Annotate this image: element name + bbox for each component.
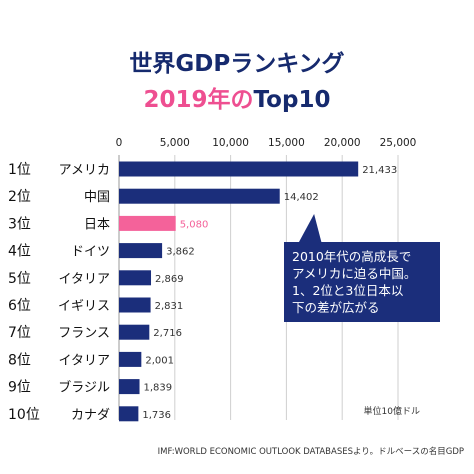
callout-line: 2010年代の高成長で — [292, 249, 412, 264]
bar — [119, 161, 359, 177]
x-tick-label: 0 — [116, 137, 123, 149]
subtitle-top10: Top10 — [253, 87, 331, 113]
category-label: アメリカ — [59, 163, 110, 178]
unit-note: 単位10億ドル — [363, 407, 420, 417]
chart-subtitle: 2019年のTop10 — [0, 80, 474, 114]
subtitle-year: 2019年の — [143, 87, 254, 113]
bar — [119, 188, 280, 204]
rank-label: 9位 — [8, 380, 31, 396]
rank-label: 1位 — [8, 162, 31, 178]
value-label: 1,839 — [144, 383, 173, 394]
category-label: 日本 — [84, 217, 110, 232]
bar — [119, 297, 151, 313]
source-note: IMF:WORLD ECONOMIC OUTLOOK DATABASESより。ド… — [157, 447, 464, 457]
bar — [119, 243, 163, 259]
value-label: 3,862 — [166, 247, 195, 258]
rank-label: 10位 — [8, 407, 40, 423]
bar — [119, 406, 139, 422]
x-tick-label: 25,000 — [380, 137, 417, 149]
callout-line: 下の差が広がる — [292, 300, 380, 315]
category-label: イタリア — [59, 272, 110, 287]
category-label: カナダ — [71, 408, 110, 423]
bar — [119, 379, 140, 395]
rank-label: 7位 — [8, 325, 31, 341]
value-label: 14,402 — [284, 192, 319, 203]
rank-label: 5位 — [8, 271, 31, 287]
callout-line: アメリカに迫る中国。 — [292, 266, 417, 281]
value-label: 1,736 — [142, 410, 171, 421]
category-label: ブラジル — [58, 380, 110, 396]
rank-label: 8位 — [8, 352, 31, 368]
value-label: 5,080 — [180, 219, 209, 230]
value-label: 2,869 — [155, 274, 184, 285]
rank-label: 3位 — [8, 216, 31, 232]
bar — [119, 351, 142, 367]
callout-line: 1、2位と3位日本以 — [292, 283, 404, 298]
category-label: イギリス — [58, 299, 110, 314]
value-label: 2,001 — [145, 355, 174, 366]
rank-label: 2位 — [8, 189, 31, 205]
bar — [119, 324, 150, 340]
chart-title: 世界GDPランキング — [129, 51, 345, 77]
category-label: 中国 — [84, 190, 110, 205]
value-label: 2,831 — [155, 301, 184, 312]
value-label: 21,433 — [362, 165, 397, 176]
bar — [119, 215, 176, 231]
x-tick-label: 20,000 — [324, 137, 361, 149]
value-label: 2,716 — [153, 328, 182, 339]
rank-label: 4位 — [8, 244, 31, 260]
x-tick-label: 5,000 — [160, 137, 190, 149]
category-label: ドイツ — [71, 245, 110, 260]
category-label: イタリア — [59, 353, 110, 368]
category-label: フランス — [58, 326, 110, 341]
rank-label: 6位 — [8, 298, 31, 314]
callout-box: 2010年代の高成長で アメリカに迫る中国。 1、2位と3位日本以 下の差が広が… — [284, 242, 440, 322]
x-tick-label: 10,000 — [212, 137, 249, 149]
x-tick-label: 15,000 — [268, 137, 305, 149]
callout-pointer — [297, 214, 327, 244]
bar — [119, 270, 152, 286]
